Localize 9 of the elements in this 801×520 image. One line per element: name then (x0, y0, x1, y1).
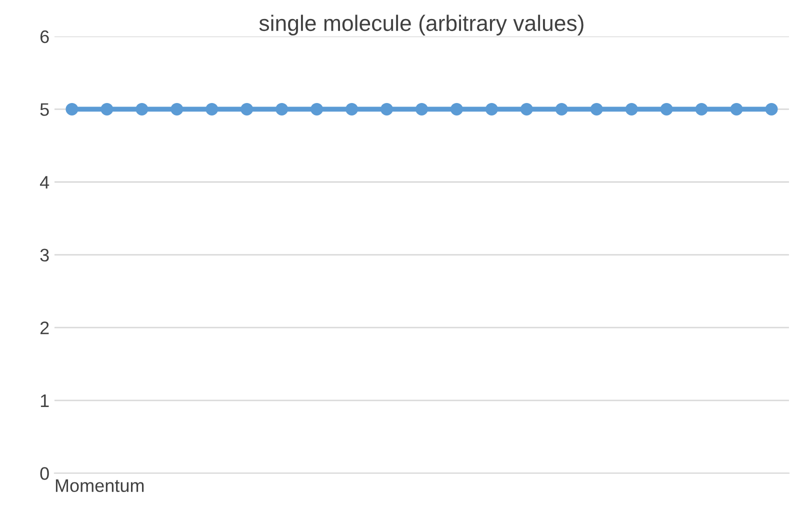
x-axis-title: Momentum (56, 479, 144, 492)
y-tick-label: 2 (40, 322, 49, 334)
y-tick-label: 0 (40, 467, 49, 480)
y-tick-label: 4 (40, 176, 50, 189)
y-tick-label: 6 (40, 30, 49, 44)
y-tick-label: 1 (40, 394, 49, 407)
y-tick-label: 3 (40, 248, 49, 262)
chart-title: single molecule (arbitrary values) (259, 14, 584, 36)
y-tick-label: 5 (40, 103, 49, 116)
